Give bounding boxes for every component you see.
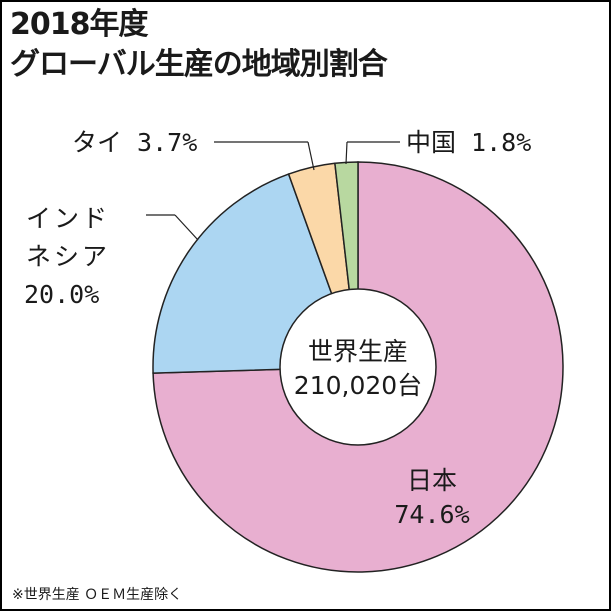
leader-line-thai-down xyxy=(307,141,315,171)
label-indonesia-line2: ネシア xyxy=(26,242,110,271)
chart-subtitle: グローバル生産の地域別割合 xyxy=(10,47,388,82)
center-label-line1: 世界生産 xyxy=(308,337,408,366)
label-indonesia-line1: インド xyxy=(26,204,110,233)
donut-hole xyxy=(279,288,437,446)
label-thai: タイ 3.7% xyxy=(72,128,197,157)
leader-line-china-down xyxy=(345,141,348,165)
footnote: ※世界生産 ＯＥＭ生産除く xyxy=(12,587,183,603)
label-japan-pct: 74.6% xyxy=(394,500,469,529)
label-china: 中国 1.8% xyxy=(406,128,531,157)
chart-title: 2018年度 xyxy=(10,7,148,42)
center-label-line2: 210,020台 xyxy=(294,371,422,400)
leader-lines xyxy=(146,141,400,241)
label-japan-name: 日本 xyxy=(407,466,457,495)
leader-line-indonesia-diag xyxy=(174,214,199,241)
label-indonesia-pct: 20.0% xyxy=(24,280,99,309)
